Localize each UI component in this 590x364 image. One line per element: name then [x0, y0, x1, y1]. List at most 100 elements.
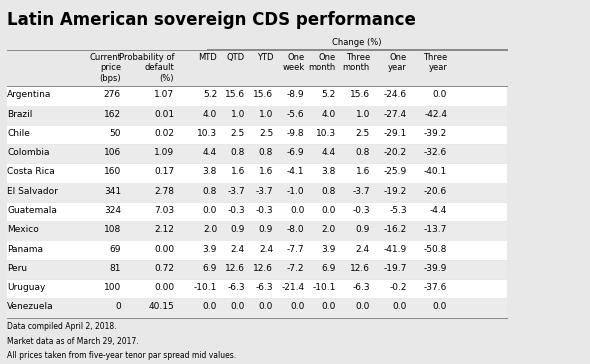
- Text: 2.0: 2.0: [203, 225, 217, 234]
- Text: -3.7: -3.7: [352, 187, 370, 196]
- Text: Three
month: Three month: [343, 53, 370, 72]
- Text: -24.6: -24.6: [384, 90, 407, 99]
- Text: -20.2: -20.2: [384, 148, 407, 157]
- Text: 0.00: 0.00: [154, 245, 174, 254]
- Text: -27.4: -27.4: [384, 110, 407, 119]
- Text: -7.2: -7.2: [287, 264, 304, 273]
- Text: 10.3: 10.3: [316, 129, 336, 138]
- Text: 1.0: 1.0: [356, 110, 370, 119]
- Text: 15.6: 15.6: [253, 90, 273, 99]
- Text: 0.0: 0.0: [203, 302, 217, 312]
- Text: 2.78: 2.78: [154, 187, 174, 196]
- Text: Three
year: Three year: [423, 53, 447, 72]
- Text: 3.9: 3.9: [203, 245, 217, 254]
- Text: 0.0: 0.0: [322, 206, 336, 215]
- Text: -4.1: -4.1: [287, 167, 304, 177]
- Text: 0.0: 0.0: [322, 302, 336, 312]
- Text: 0.0: 0.0: [231, 302, 245, 312]
- Text: 5.2: 5.2: [322, 90, 336, 99]
- Text: 0.00: 0.00: [154, 283, 174, 292]
- Text: 2.5: 2.5: [231, 129, 245, 138]
- Text: Uruguay: Uruguay: [7, 283, 45, 292]
- Text: 0.0: 0.0: [433, 90, 447, 99]
- Text: -10.1: -10.1: [194, 283, 217, 292]
- Text: Costa Rica: Costa Rica: [7, 167, 55, 177]
- Text: -29.1: -29.1: [384, 129, 407, 138]
- Text: 0.0: 0.0: [259, 302, 273, 312]
- Text: -37.6: -37.6: [424, 283, 447, 292]
- Text: Mexico: Mexico: [7, 225, 39, 234]
- Text: 2.5: 2.5: [356, 129, 370, 138]
- Text: Current
price
(bps): Current price (bps): [89, 53, 121, 83]
- Text: -1.0: -1.0: [287, 187, 304, 196]
- Text: -5.3: -5.3: [389, 206, 407, 215]
- Text: One
year: One year: [388, 53, 407, 72]
- Text: 3.8: 3.8: [203, 167, 217, 177]
- Text: 0.8: 0.8: [259, 148, 273, 157]
- Text: -5.6: -5.6: [287, 110, 304, 119]
- Text: 100: 100: [104, 283, 121, 292]
- Text: One
month: One month: [309, 53, 336, 72]
- Text: -0.2: -0.2: [389, 283, 407, 292]
- Text: Colombia: Colombia: [7, 148, 50, 157]
- Text: -32.6: -32.6: [424, 148, 447, 157]
- Text: 0.17: 0.17: [154, 167, 174, 177]
- Text: QTD: QTD: [227, 53, 245, 62]
- Text: Panama: Panama: [7, 245, 43, 254]
- Text: 81: 81: [110, 264, 121, 273]
- Text: 0.0: 0.0: [433, 302, 447, 312]
- Text: Guatemala: Guatemala: [7, 206, 57, 215]
- Text: 69: 69: [110, 245, 121, 254]
- Text: Venezuela: Venezuela: [7, 302, 54, 312]
- Text: 3.9: 3.9: [322, 245, 336, 254]
- Text: Probability of
default
(%): Probability of default (%): [119, 53, 174, 83]
- Text: El Salvador: El Salvador: [7, 187, 58, 196]
- Text: -6.3: -6.3: [227, 283, 245, 292]
- Text: 1.0: 1.0: [259, 110, 273, 119]
- Text: Latin American sovereign CDS performance: Latin American sovereign CDS performance: [7, 11, 416, 29]
- Text: Market data as of March 29, 2017.: Market data as of March 29, 2017.: [7, 337, 139, 346]
- Text: -13.7: -13.7: [424, 225, 447, 234]
- Text: 12.6: 12.6: [253, 264, 273, 273]
- Text: Brazil: Brazil: [7, 110, 32, 119]
- Text: 0.8: 0.8: [203, 187, 217, 196]
- Text: Chile: Chile: [7, 129, 30, 138]
- Text: 1.6: 1.6: [259, 167, 273, 177]
- Text: -4.4: -4.4: [430, 206, 447, 215]
- Text: -19.7: -19.7: [384, 264, 407, 273]
- Text: -21.4: -21.4: [281, 283, 304, 292]
- Text: -39.2: -39.2: [424, 129, 447, 138]
- Text: 15.6: 15.6: [350, 90, 370, 99]
- Text: 106: 106: [104, 148, 121, 157]
- Text: 2.4: 2.4: [259, 245, 273, 254]
- Text: MTD: MTD: [198, 53, 217, 62]
- Text: 12.6: 12.6: [350, 264, 370, 273]
- Text: -0.3: -0.3: [255, 206, 273, 215]
- Text: Argentina: Argentina: [7, 90, 51, 99]
- Text: -7.7: -7.7: [287, 245, 304, 254]
- Text: 0: 0: [115, 302, 121, 312]
- Text: 3.8: 3.8: [322, 167, 336, 177]
- Text: -42.4: -42.4: [424, 110, 447, 119]
- Text: 10.3: 10.3: [197, 129, 217, 138]
- Text: 4.0: 4.0: [203, 110, 217, 119]
- Text: 1.07: 1.07: [154, 90, 174, 99]
- Text: 0.72: 0.72: [154, 264, 174, 273]
- Text: 50: 50: [110, 129, 121, 138]
- Text: 0.0: 0.0: [393, 302, 407, 312]
- Text: 6.9: 6.9: [203, 264, 217, 273]
- Text: -8.0: -8.0: [287, 225, 304, 234]
- Text: 0.0: 0.0: [290, 302, 304, 312]
- Text: One
week: One week: [282, 53, 304, 72]
- Text: 0.8: 0.8: [322, 187, 336, 196]
- Text: 6.9: 6.9: [322, 264, 336, 273]
- Text: -16.2: -16.2: [384, 225, 407, 234]
- Text: 2.4: 2.4: [356, 245, 370, 254]
- Text: Peru: Peru: [7, 264, 27, 273]
- Text: Data compiled April 2, 2018.: Data compiled April 2, 2018.: [7, 322, 117, 331]
- Text: 160: 160: [104, 167, 121, 177]
- Text: 5.2: 5.2: [203, 90, 217, 99]
- Text: 0.0: 0.0: [290, 206, 304, 215]
- Text: 1.6: 1.6: [231, 167, 245, 177]
- Text: -8.9: -8.9: [287, 90, 304, 99]
